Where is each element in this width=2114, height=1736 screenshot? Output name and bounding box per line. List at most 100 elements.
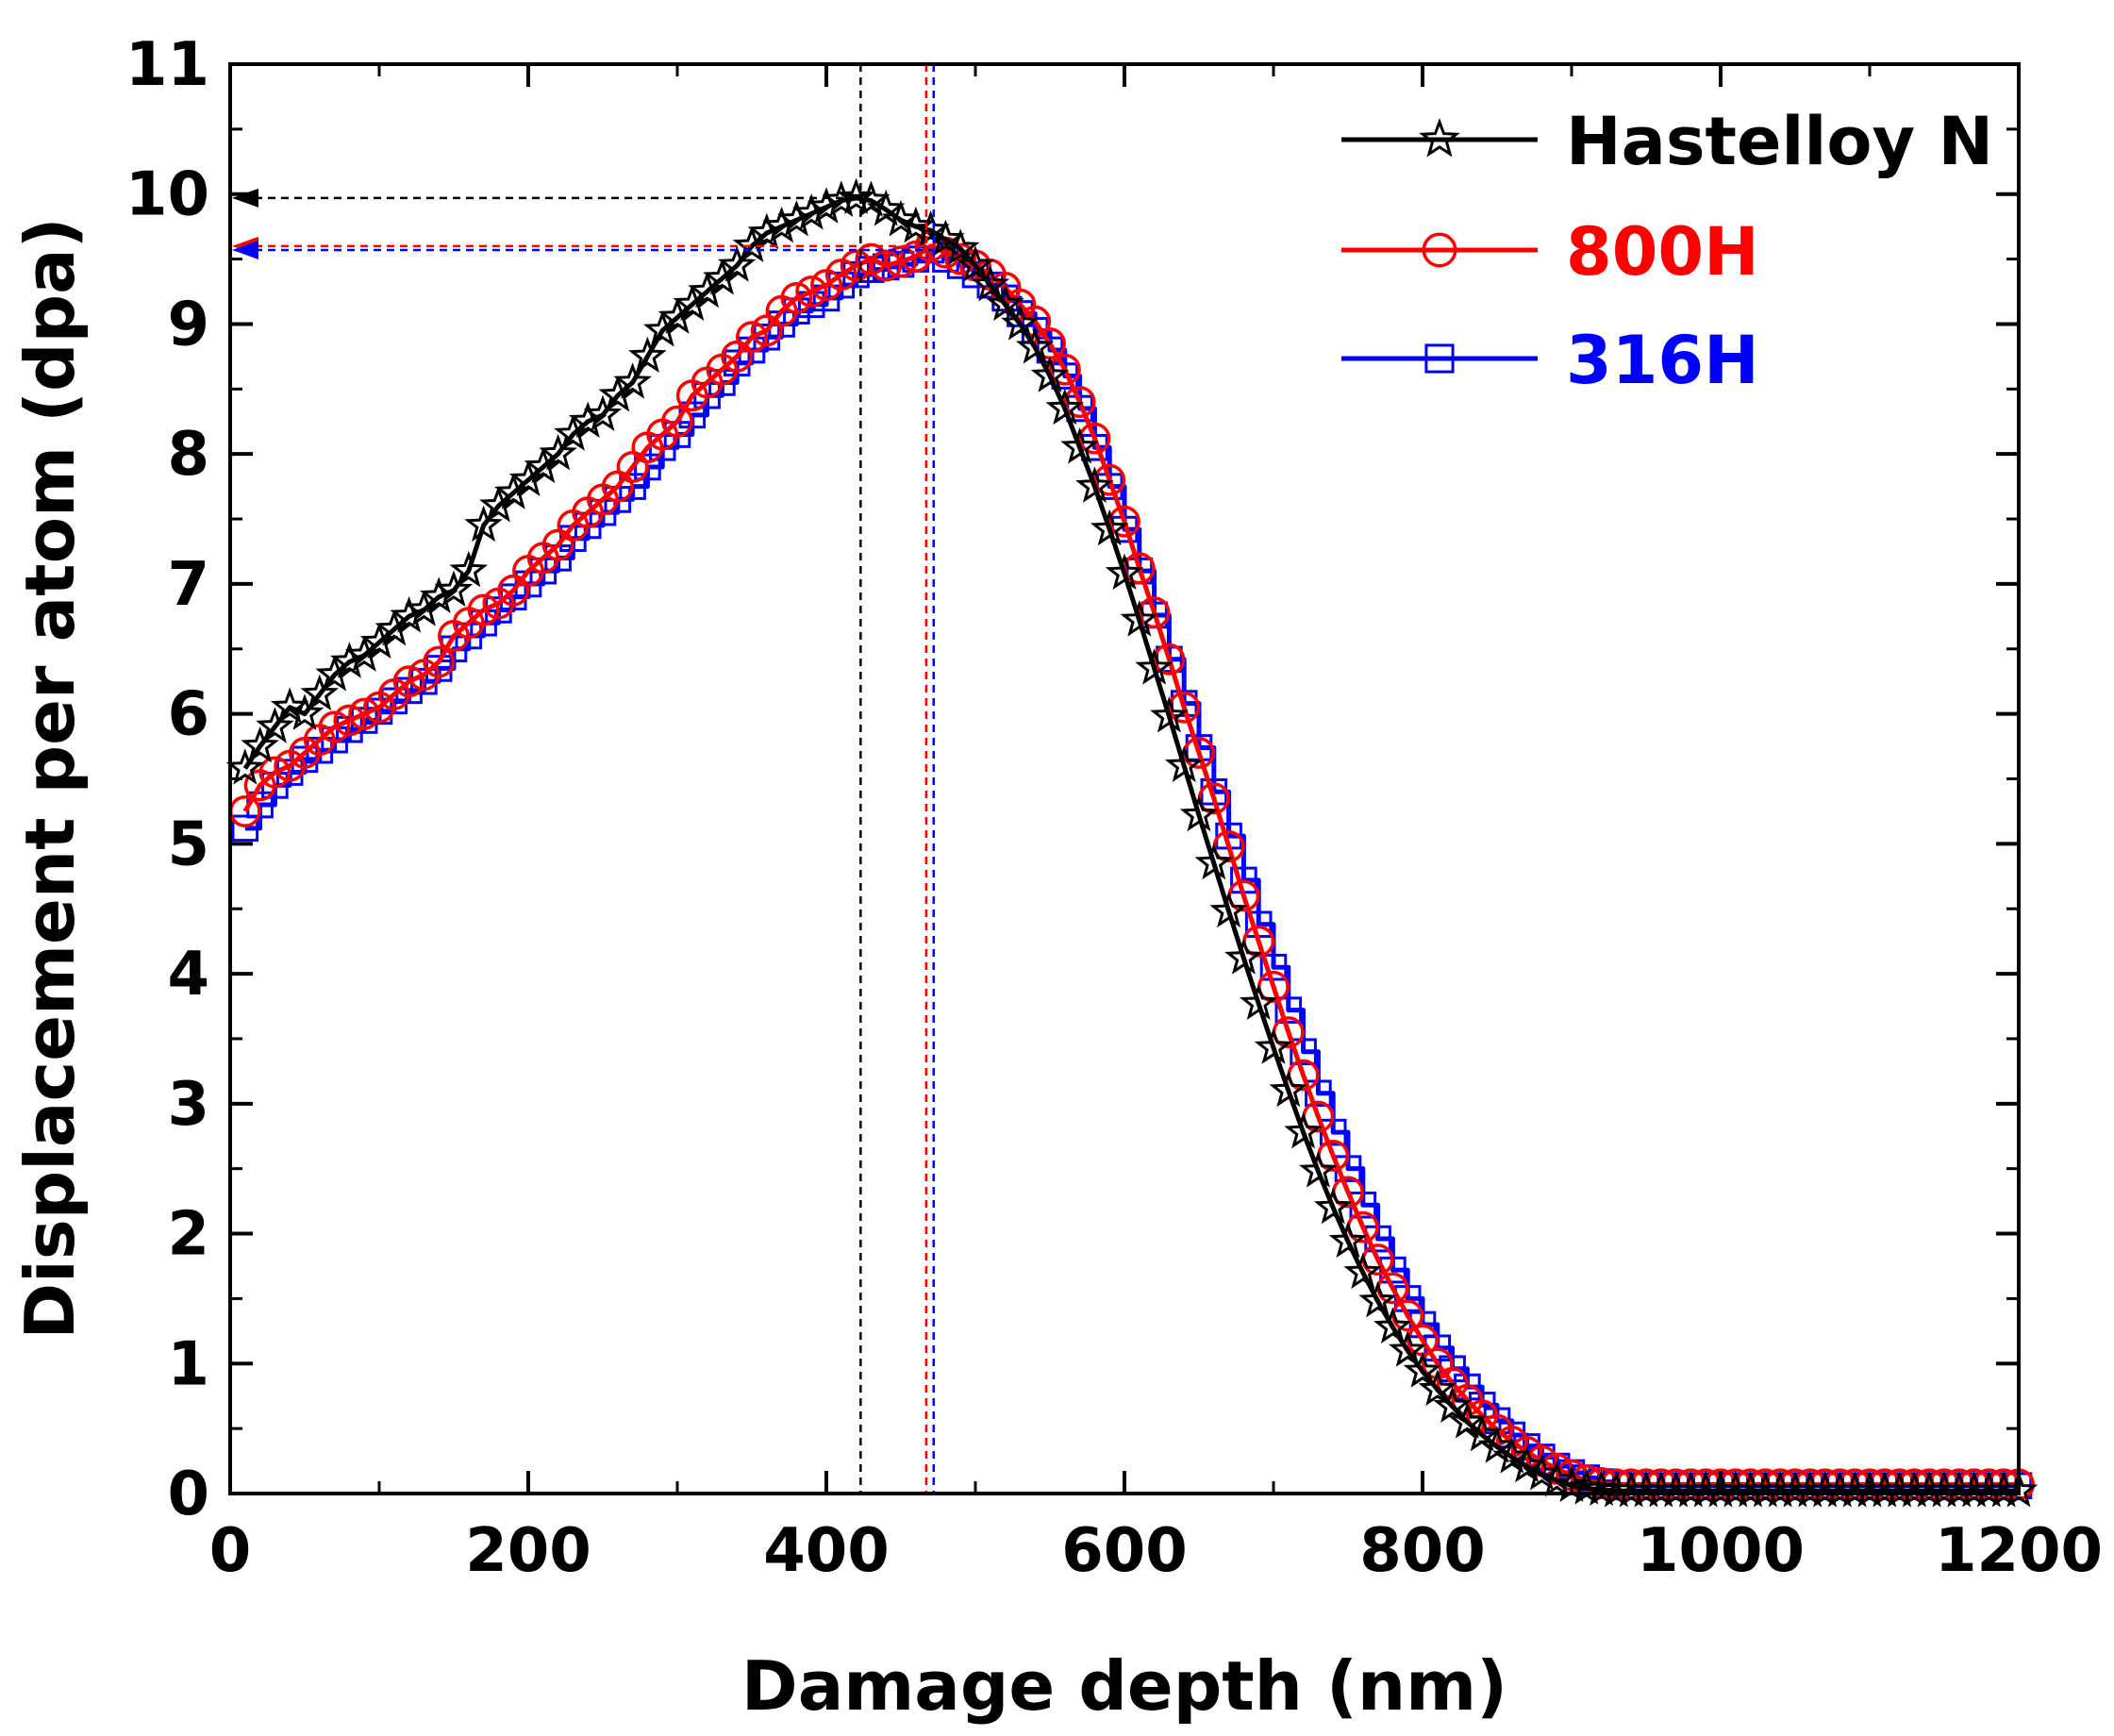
data-point: [539, 433, 577, 471]
data-point: [568, 401, 608, 438]
data-point: [333, 704, 366, 737]
data-point: [1108, 505, 1140, 538]
data-point: [225, 748, 265, 785]
x-tick-label: 800: [1359, 1516, 1486, 1586]
data-point: [467, 593, 500, 626]
data-point: [583, 394, 623, 432]
data-point: [1403, 1351, 1442, 1388]
data-point: [1001, 304, 1040, 341]
y-axis: 0 1 2 3 4 5 6 7 8 9 10 11: [125, 30, 2019, 1529]
series-hastelloy-n: [225, 177, 2039, 1508]
data-point: [270, 687, 309, 724]
data-point: [1168, 691, 1201, 724]
legend-marker-shape: [1422, 232, 1457, 268]
data-point: [1075, 466, 1114, 503]
legend-item-800h: 800H: [1341, 213, 1759, 291]
x-tick-label: 1000: [1637, 1516, 1805, 1586]
legend-marker-shape: [1424, 343, 1455, 374]
data-point: [464, 505, 503, 542]
data-point: [1138, 596, 1171, 629]
data-point: [1120, 600, 1159, 637]
x-tick-label: 600: [1061, 1516, 1188, 1586]
data-point: [1358, 1280, 1397, 1318]
legend-label-hastelloy-n: Hastelloy N: [1566, 103, 1993, 180]
data-point: [423, 645, 456, 678]
data-point: [318, 710, 351, 743]
data-point: [1418, 1369, 1457, 1407]
data-point: [1153, 643, 1186, 676]
legend-marker-shape: [1419, 118, 1460, 158]
y-tick-label: 4: [167, 940, 209, 1010]
data-point: [256, 707, 294, 743]
data-point: [795, 275, 828, 308]
x-tick-label: 1200: [1935, 1516, 2103, 1586]
data-point: [1135, 648, 1174, 685]
data-point: [1274, 996, 1303, 1024]
data-point: [1507, 1445, 1546, 1483]
data-point: [1150, 696, 1189, 733]
data-point: [1194, 843, 1234, 880]
data-point: [944, 242, 977, 275]
data-point: [1290, 1038, 1317, 1066]
data-point: [285, 693, 325, 730]
data-point: [881, 200, 921, 237]
legend-square-icon: [1424, 343, 1455, 374]
series-line: [242, 195, 2019, 1494]
y-tick-label: 11: [125, 30, 209, 100]
data-point: [717, 245, 757, 282]
data-point: [956, 245, 995, 282]
data-point: [1433, 1386, 1472, 1423]
data-point: [434, 570, 474, 607]
data-point: [1388, 1330, 1427, 1367]
legend-label-800h: 800H: [1566, 213, 1759, 291]
data-point: [986, 284, 1024, 321]
y-tick-label: 7: [167, 550, 209, 620]
legend-label-316h: 316H: [1566, 322, 1759, 399]
y-tick-label: 2: [167, 1200, 209, 1270]
data-point: [1048, 353, 1081, 386]
data-point: [241, 726, 279, 763]
data-point: [870, 249, 903, 282]
data-point: [971, 264, 1010, 302]
data-point: [613, 362, 652, 399]
y-tick-label: 10: [125, 160, 209, 230]
data-point: [1015, 326, 1055, 364]
data-point: [1045, 388, 1085, 426]
y-tick-label: 1: [167, 1329, 209, 1399]
y-tick-label: 3: [167, 1070, 209, 1140]
data-point: [1523, 1453, 1561, 1491]
data-point: [1492, 1437, 1532, 1474]
y-tick-label: 0: [167, 1460, 209, 1529]
data-point: [807, 187, 846, 224]
data-point: [780, 281, 813, 314]
data-point: [1060, 427, 1099, 464]
legend-item-316h: 316H: [1341, 322, 1759, 399]
x-tick-label: 400: [763, 1516, 890, 1586]
y-tick-label: 6: [167, 680, 209, 750]
legend: Hastelloy N 800H 316H: [1341, 103, 1993, 399]
legend-star-icon: [1419, 118, 1460, 158]
data-point: [1305, 1079, 1332, 1108]
data-point: [747, 212, 787, 250]
x-axis: 0 200 400 600 800 1000 1200: [209, 64, 2103, 1586]
data-point: [1343, 1252, 1383, 1290]
data-point: [762, 206, 801, 243]
data-point: [926, 219, 965, 257]
data-point: [1328, 1221, 1368, 1259]
data-point: [1224, 938, 1263, 975]
plot-area: [225, 177, 2039, 1508]
data-point: [661, 405, 693, 438]
x-tick-label: 0: [209, 1516, 252, 1586]
y-axis-title: Displacement per atom (dpa): [10, 217, 90, 1339]
y-tick-label: 5: [167, 810, 209, 879]
data-point: [1299, 1151, 1338, 1188]
data-point: [1269, 1070, 1308, 1108]
data-point: [777, 200, 816, 237]
data-point: [258, 756, 291, 789]
data-point: [940, 228, 980, 265]
data-point: [852, 180, 891, 217]
data-point: [885, 245, 917, 278]
y-tick-label: 8: [167, 420, 209, 490]
data-point: [231, 814, 259, 843]
